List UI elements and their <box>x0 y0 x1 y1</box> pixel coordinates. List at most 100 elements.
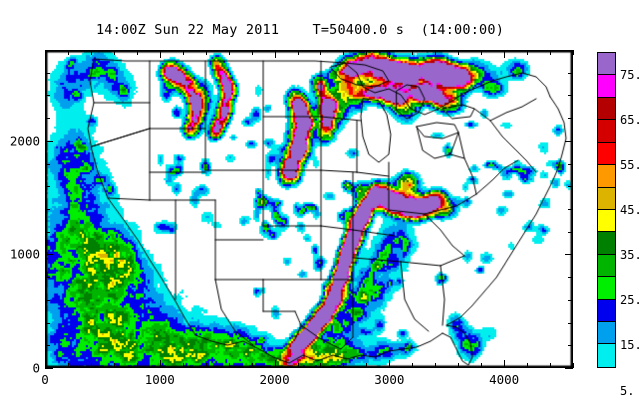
x-tick <box>251 363 253 368</box>
colorbar-tick-label: 25. <box>620 293 640 308</box>
colorbar-band[interactable] <box>598 254 615 278</box>
y-tick <box>45 50 50 51</box>
x-tick <box>45 360 46 368</box>
x-tick-top <box>136 50 138 55</box>
colorbar-band[interactable] <box>598 344 615 367</box>
colorbar-band[interactable] <box>598 299 615 323</box>
x-tick-top <box>343 50 345 55</box>
y-tick-right <box>568 322 573 324</box>
y-tick <box>45 254 53 256</box>
radar-reflectivity-map <box>46 51 572 367</box>
y-tick-right <box>568 163 573 165</box>
x-tick <box>389 360 391 368</box>
y-tick <box>45 72 50 74</box>
y-tick-right <box>568 345 573 347</box>
y-tick <box>45 95 50 97</box>
x-tick-top <box>435 50 437 55</box>
y-tick-right <box>568 277 573 279</box>
x-tick-top <box>481 50 483 55</box>
x-tick <box>458 363 460 368</box>
x-tick <box>320 363 322 368</box>
x-tick <box>205 363 207 368</box>
x-tick-top <box>159 50 161 58</box>
colorbar-band[interactable] <box>598 322 615 345</box>
colorbar-tick-label: 35. <box>620 248 640 263</box>
x-tick <box>113 363 115 368</box>
x-tick <box>412 363 414 368</box>
x-tick <box>343 363 345 368</box>
y-tick-right <box>565 140 573 142</box>
y-tick <box>45 368 53 369</box>
x-tick <box>159 360 161 368</box>
x-tick-top <box>182 50 184 55</box>
colorbar-tick-label: 15. <box>620 338 640 353</box>
x-tick-top <box>113 50 115 55</box>
x-tick-top <box>297 50 299 55</box>
x-tick <box>435 363 437 368</box>
x-tick-top <box>366 50 368 55</box>
x-tick-top <box>90 50 92 55</box>
x-tick <box>67 363 69 368</box>
y-tick <box>45 140 53 142</box>
x-tick <box>274 360 276 368</box>
x-tick <box>297 363 299 368</box>
y-tick <box>45 345 50 347</box>
x-tick-top <box>251 50 253 55</box>
colorbar-band[interactable] <box>598 75 615 98</box>
y-tick-right <box>568 50 573 51</box>
y-tick-right <box>568 186 573 188</box>
y-tick <box>45 186 50 188</box>
y-tick-right <box>565 368 573 369</box>
x-tick <box>366 363 368 368</box>
colorbar-tick-label: 55. <box>620 157 640 172</box>
colorbar-band[interactable] <box>598 209 615 233</box>
page-title: 14:00Z Sun 22 May 2011 T=50400.0 s (14:0… <box>95 22 505 38</box>
y-tick <box>45 277 50 279</box>
colorbar-band[interactable] <box>598 165 615 188</box>
colorbar-band[interactable] <box>598 142 615 166</box>
y-tick <box>45 231 50 233</box>
x-tick-top <box>412 50 414 55</box>
x-tick-top <box>550 50 552 55</box>
y-tick-right <box>568 231 573 233</box>
y-tick-right <box>565 254 573 256</box>
x-tick-top <box>527 50 529 55</box>
y-tick-right <box>568 95 573 97</box>
x-tick-top <box>389 50 391 58</box>
x-tick-label: 0 <box>41 372 49 387</box>
x-tick-label: 1000 <box>144 372 175 387</box>
x-tick <box>504 360 506 368</box>
colorbar-band[interactable] <box>598 97 615 121</box>
colorbar-band[interactable] <box>598 53 615 76</box>
colorbar-band[interactable] <box>598 187 615 210</box>
map-plot-area[interactable] <box>45 50 573 368</box>
y-tick-right <box>568 299 573 301</box>
colorbar[interactable] <box>597 52 616 368</box>
colorbar-band[interactable] <box>598 277 615 300</box>
x-tick <box>481 363 483 368</box>
x-tick <box>182 363 184 368</box>
x-tick-label: 2000 <box>259 372 290 387</box>
colorbar-band[interactable] <box>598 232 615 255</box>
y-tick-right <box>568 118 573 120</box>
x-tick-top <box>45 50 46 58</box>
colorbar-tick-label: 75. <box>620 67 640 82</box>
colorbar-tick-label: 45. <box>620 203 640 217</box>
y-tick <box>45 118 50 120</box>
x-tick-top <box>573 50 574 55</box>
x-tick-top <box>274 50 276 58</box>
y-tick-right <box>568 72 573 74</box>
x-tick-top <box>228 50 230 55</box>
colorbar-tick-label: 5. <box>620 383 635 398</box>
y-tick <box>45 322 50 324</box>
x-tick-top <box>67 50 69 55</box>
colorbar-band[interactable] <box>598 120 615 143</box>
y-tick-right <box>568 209 573 210</box>
x-tick <box>527 363 529 368</box>
x-tick <box>90 363 92 368</box>
x-tick-label: 3000 <box>374 372 405 387</box>
y-tick-label: 0 <box>32 360 40 376</box>
colorbar-tick-label: 65. <box>620 112 640 127</box>
x-tick <box>136 363 138 368</box>
